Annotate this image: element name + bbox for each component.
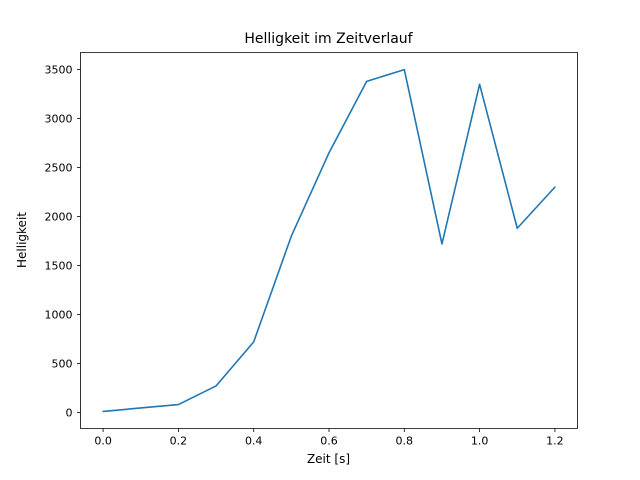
x-tick-label: 1.2 bbox=[546, 435, 564, 448]
y-tick-label: 2000 bbox=[45, 211, 73, 224]
y-tick-label: 3000 bbox=[45, 113, 73, 126]
x-tick-label: 0.6 bbox=[320, 435, 338, 448]
y-tick-label: 0 bbox=[66, 406, 73, 419]
data-line-helligkeit bbox=[102, 68, 556, 413]
y-tick-label: 3500 bbox=[45, 64, 73, 77]
axes-spines bbox=[80, 52, 578, 429]
x-tick-label: 0.0 bbox=[94, 435, 112, 448]
y-tick-label: 500 bbox=[52, 357, 73, 370]
y-tick-label: 1000 bbox=[45, 308, 73, 321]
x-axis-label: Zeit [s] bbox=[306, 452, 351, 466]
y-tick-label: 1500 bbox=[45, 259, 73, 272]
x-tick-label: 1.0 bbox=[471, 435, 489, 448]
x-tick-label: 0.2 bbox=[170, 435, 188, 448]
x-tick-label: 0.8 bbox=[396, 435, 414, 448]
x-tick-label: 0.4 bbox=[245, 435, 263, 448]
chart-title: Helligkeit im Zeitverlauf bbox=[244, 31, 413, 47]
y-tick-label: 2500 bbox=[45, 162, 73, 175]
